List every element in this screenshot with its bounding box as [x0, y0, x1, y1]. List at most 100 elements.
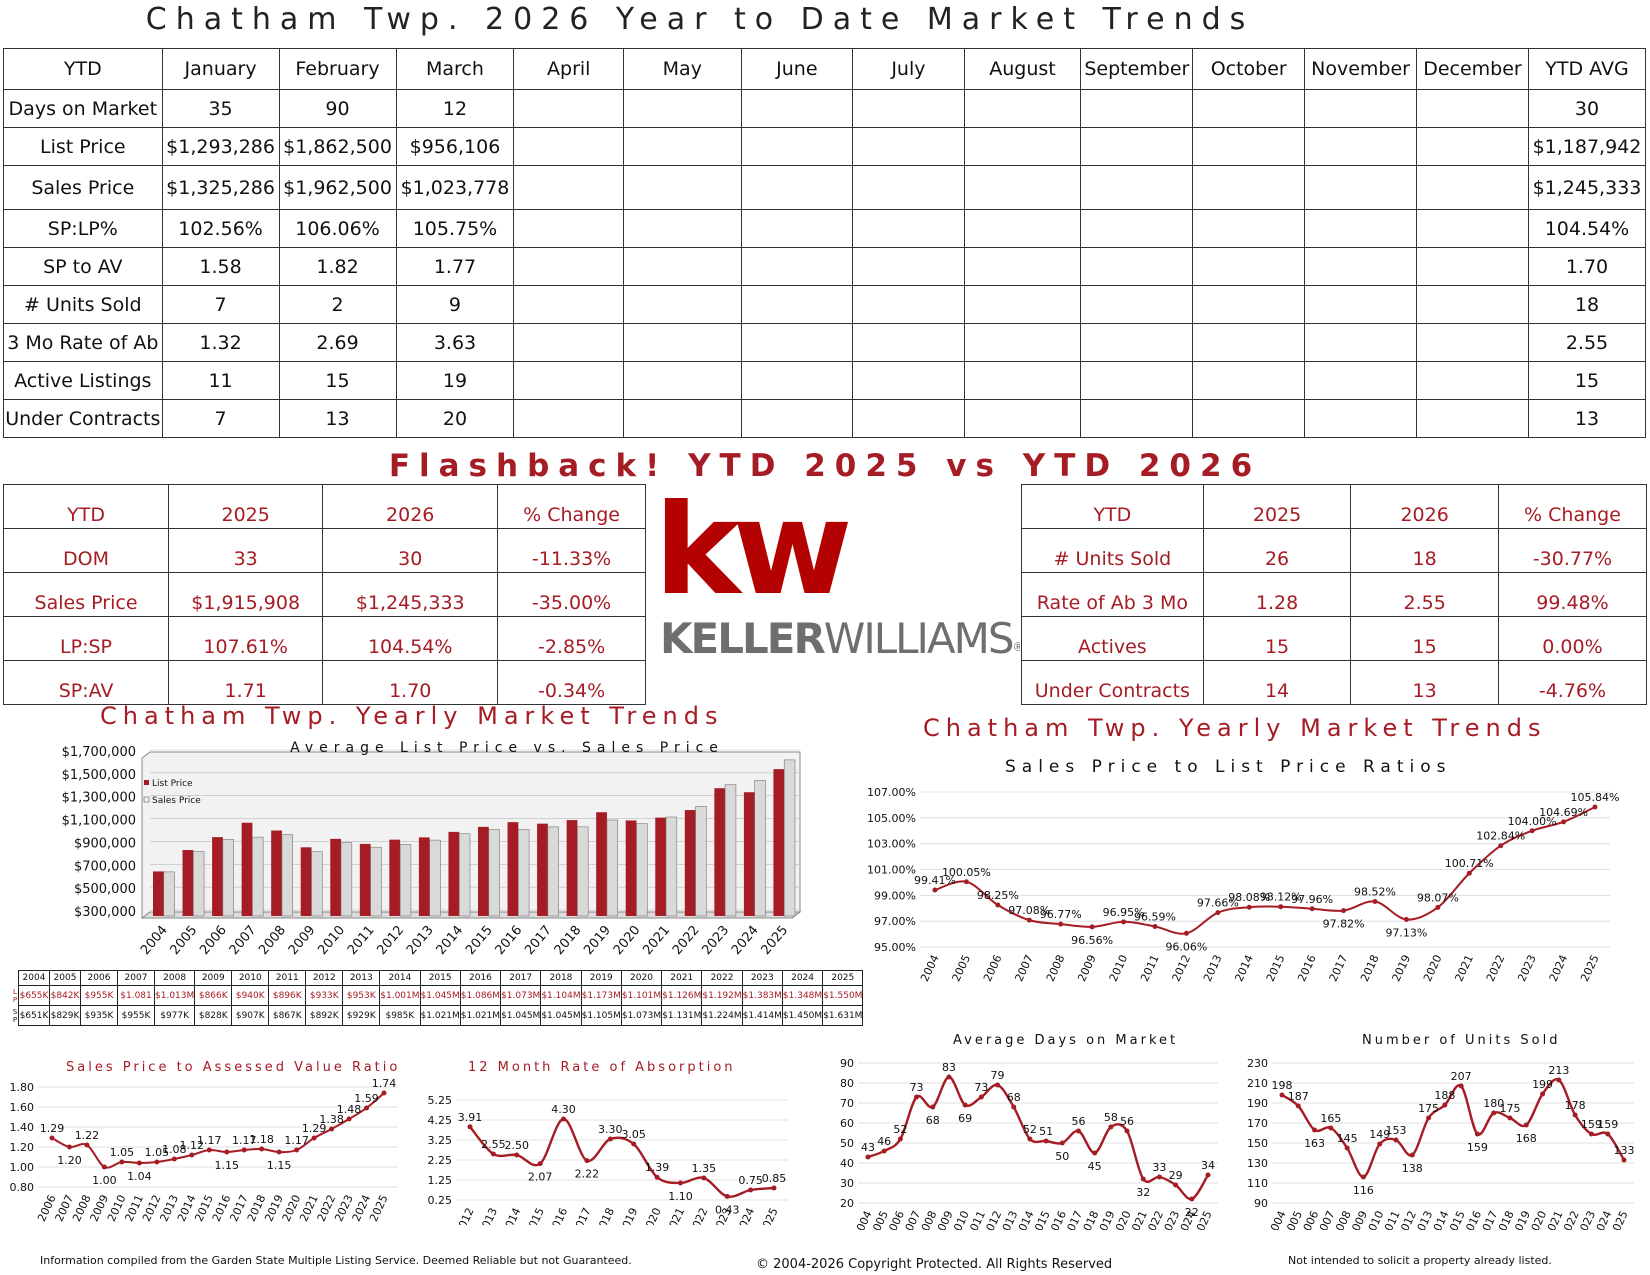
- data-point: [1588, 1131, 1594, 1137]
- sales-price-bar: [518, 829, 530, 917]
- data-point: [1523, 1122, 1529, 1128]
- lp-sp-cell: $1.045M: [500, 1005, 542, 1026]
- lp-sp-row-label: L P: [12, 987, 18, 1004]
- flashback-cell: Sales Price: [2, 572, 170, 617]
- monthly-cell: [1304, 165, 1418, 210]
- data-point: [724, 1193, 730, 1199]
- y-tick-label: $1,500,000: [62, 768, 136, 783]
- data-point: [1341, 908, 1347, 914]
- data-point: [995, 1082, 1001, 1088]
- sales-price-bar: [547, 826, 559, 917]
- flashback-header-cell: % Change: [1497, 484, 1648, 529]
- list-price-bar: [359, 843, 371, 916]
- data-point: [1215, 910, 1221, 916]
- x-tick-label: 2011: [1138, 953, 1162, 984]
- data-label: 34: [1201, 1159, 1215, 1172]
- data-point: [1140, 1176, 1146, 1182]
- list-price-bar: [655, 817, 667, 916]
- data-point: [1529, 828, 1535, 834]
- y-tick-label: $300,000: [74, 905, 136, 920]
- x-tick-label: 2021: [1452, 953, 1476, 984]
- data-label: 100.71%: [1445, 857, 1494, 870]
- data-label: 58: [1104, 1111, 1118, 1124]
- sales-price-bar: [193, 851, 205, 917]
- data-point: [329, 1126, 335, 1132]
- x-tick-label: 2006: [197, 923, 230, 958]
- data-label: 1.10: [668, 1190, 693, 1203]
- monthly-cell: [1416, 89, 1529, 128]
- lp-sp-cell: 2008: [153, 970, 196, 986]
- data-point: [584, 1158, 590, 1164]
- data-label: 100.05%: [942, 866, 991, 879]
- x-tick-label: 2018: [552, 923, 585, 958]
- x-tick-label: 2012: [453, 1206, 477, 1225]
- monthly-cell: $1,023,778: [395, 165, 515, 210]
- list-price-bar: [478, 826, 489, 916]
- lp-sp-cell: $953K: [342, 985, 381, 1006]
- monthly-cell: [1304, 323, 1418, 362]
- lp-sp-cell: $940K: [231, 985, 270, 1006]
- x-tick-label: 2009: [286, 923, 319, 958]
- lp-sp-cell: 2015: [419, 970, 461, 986]
- series-line: [1281, 1078, 1626, 1179]
- sp-av-chart: 1.80 1.60 1.40 1.20 1.00 0.80 1.29 1.20 1.22 1.00…: [10, 1077, 398, 1224]
- x-tick-label: 2008: [256, 923, 289, 958]
- data-label: 159: [1597, 1118, 1618, 1131]
- monthly-cell: 7: [161, 285, 280, 324]
- x-tick-label: 2004: [918, 953, 942, 984]
- data-point: [84, 1142, 90, 1148]
- sales-price-bar: [163, 871, 175, 917]
- y-tick-label: 70: [840, 1097, 854, 1110]
- y-tick-label: 95.00%: [874, 941, 916, 954]
- list-price-bar: [714, 788, 726, 916]
- data-point: [171, 1156, 177, 1162]
- x-tick-label: 2017: [570, 1206, 594, 1225]
- monthly-cell: [963, 209, 1082, 248]
- monthly-row: List Price $1,293,286 $1,862,500 $956,106 $1…: [3, 127, 1647, 166]
- yearly-trends-title-right: Chatham Twp. Yearly Market Trends: [923, 714, 1547, 742]
- monthly-cell: 3.63: [395, 323, 515, 362]
- data-point: [607, 1136, 613, 1142]
- x-tick-label: 2019: [1390, 953, 1414, 984]
- monthly-cell: [513, 89, 625, 128]
- x-tick-label: 2013: [404, 923, 437, 958]
- monthly-cell: [1080, 247, 1194, 286]
- sales-price-bar: [340, 842, 353, 917]
- flashback-row: YTD 2025 2026% Change: [2, 484, 646, 529]
- monthly-cell: 30: [1527, 89, 1647, 128]
- lp-sp-cell: $1.073M: [620, 1005, 663, 1026]
- list-price-bar: [625, 820, 637, 916]
- monthly-row: Under Contracts 7 13 20 13: [3, 399, 1647, 438]
- y-tick-label: 3.25: [428, 1134, 453, 1147]
- x-tick-label: 2009: [1075, 953, 1099, 984]
- list-price-bar: [448, 831, 460, 916]
- data-label: 1.17: [284, 1134, 309, 1147]
- chart-title: Average List Price vs. Sales Price: [290, 740, 724, 756]
- data-label: 153: [1386, 1124, 1407, 1137]
- data-label: 0.43: [715, 1203, 740, 1216]
- data-point: [514, 1152, 520, 1158]
- data-point: [654, 1174, 660, 1180]
- data-label: 1.15: [214, 1159, 239, 1172]
- flashback-header-cell: YTD: [1021, 484, 1204, 529]
- x-tick-label: 2014: [434, 923, 467, 958]
- flashback-cell: -4.76%: [1497, 660, 1648, 705]
- lp-sp-cell: $1.086M: [459, 985, 502, 1006]
- monthly-cell: 106.06%: [278, 209, 397, 248]
- flashback-row: Actives 15 15 0.00%: [1021, 616, 1648, 661]
- monthly-row-label: Under Contracts: [3, 399, 163, 438]
- monthly-cell: 2: [278, 285, 397, 324]
- data-point: [1621, 1157, 1627, 1163]
- y-tick-label: 99.00%: [874, 889, 916, 902]
- data-label: 207: [1451, 1070, 1472, 1083]
- data-label: 175: [1500, 1102, 1521, 1115]
- data-point: [1156, 1174, 1162, 1180]
- x-tick-label: 2025: [1578, 953, 1602, 984]
- data-label: 199: [1532, 1078, 1553, 1091]
- data-label: 1.12: [180, 1139, 205, 1152]
- lp-sp-cell: $1.021M: [459, 1005, 502, 1026]
- flashback-cell: 15: [1202, 616, 1352, 661]
- lp-sp-cell: 2014: [379, 970, 421, 986]
- lp-sp-cell: $1.104M: [540, 985, 582, 1006]
